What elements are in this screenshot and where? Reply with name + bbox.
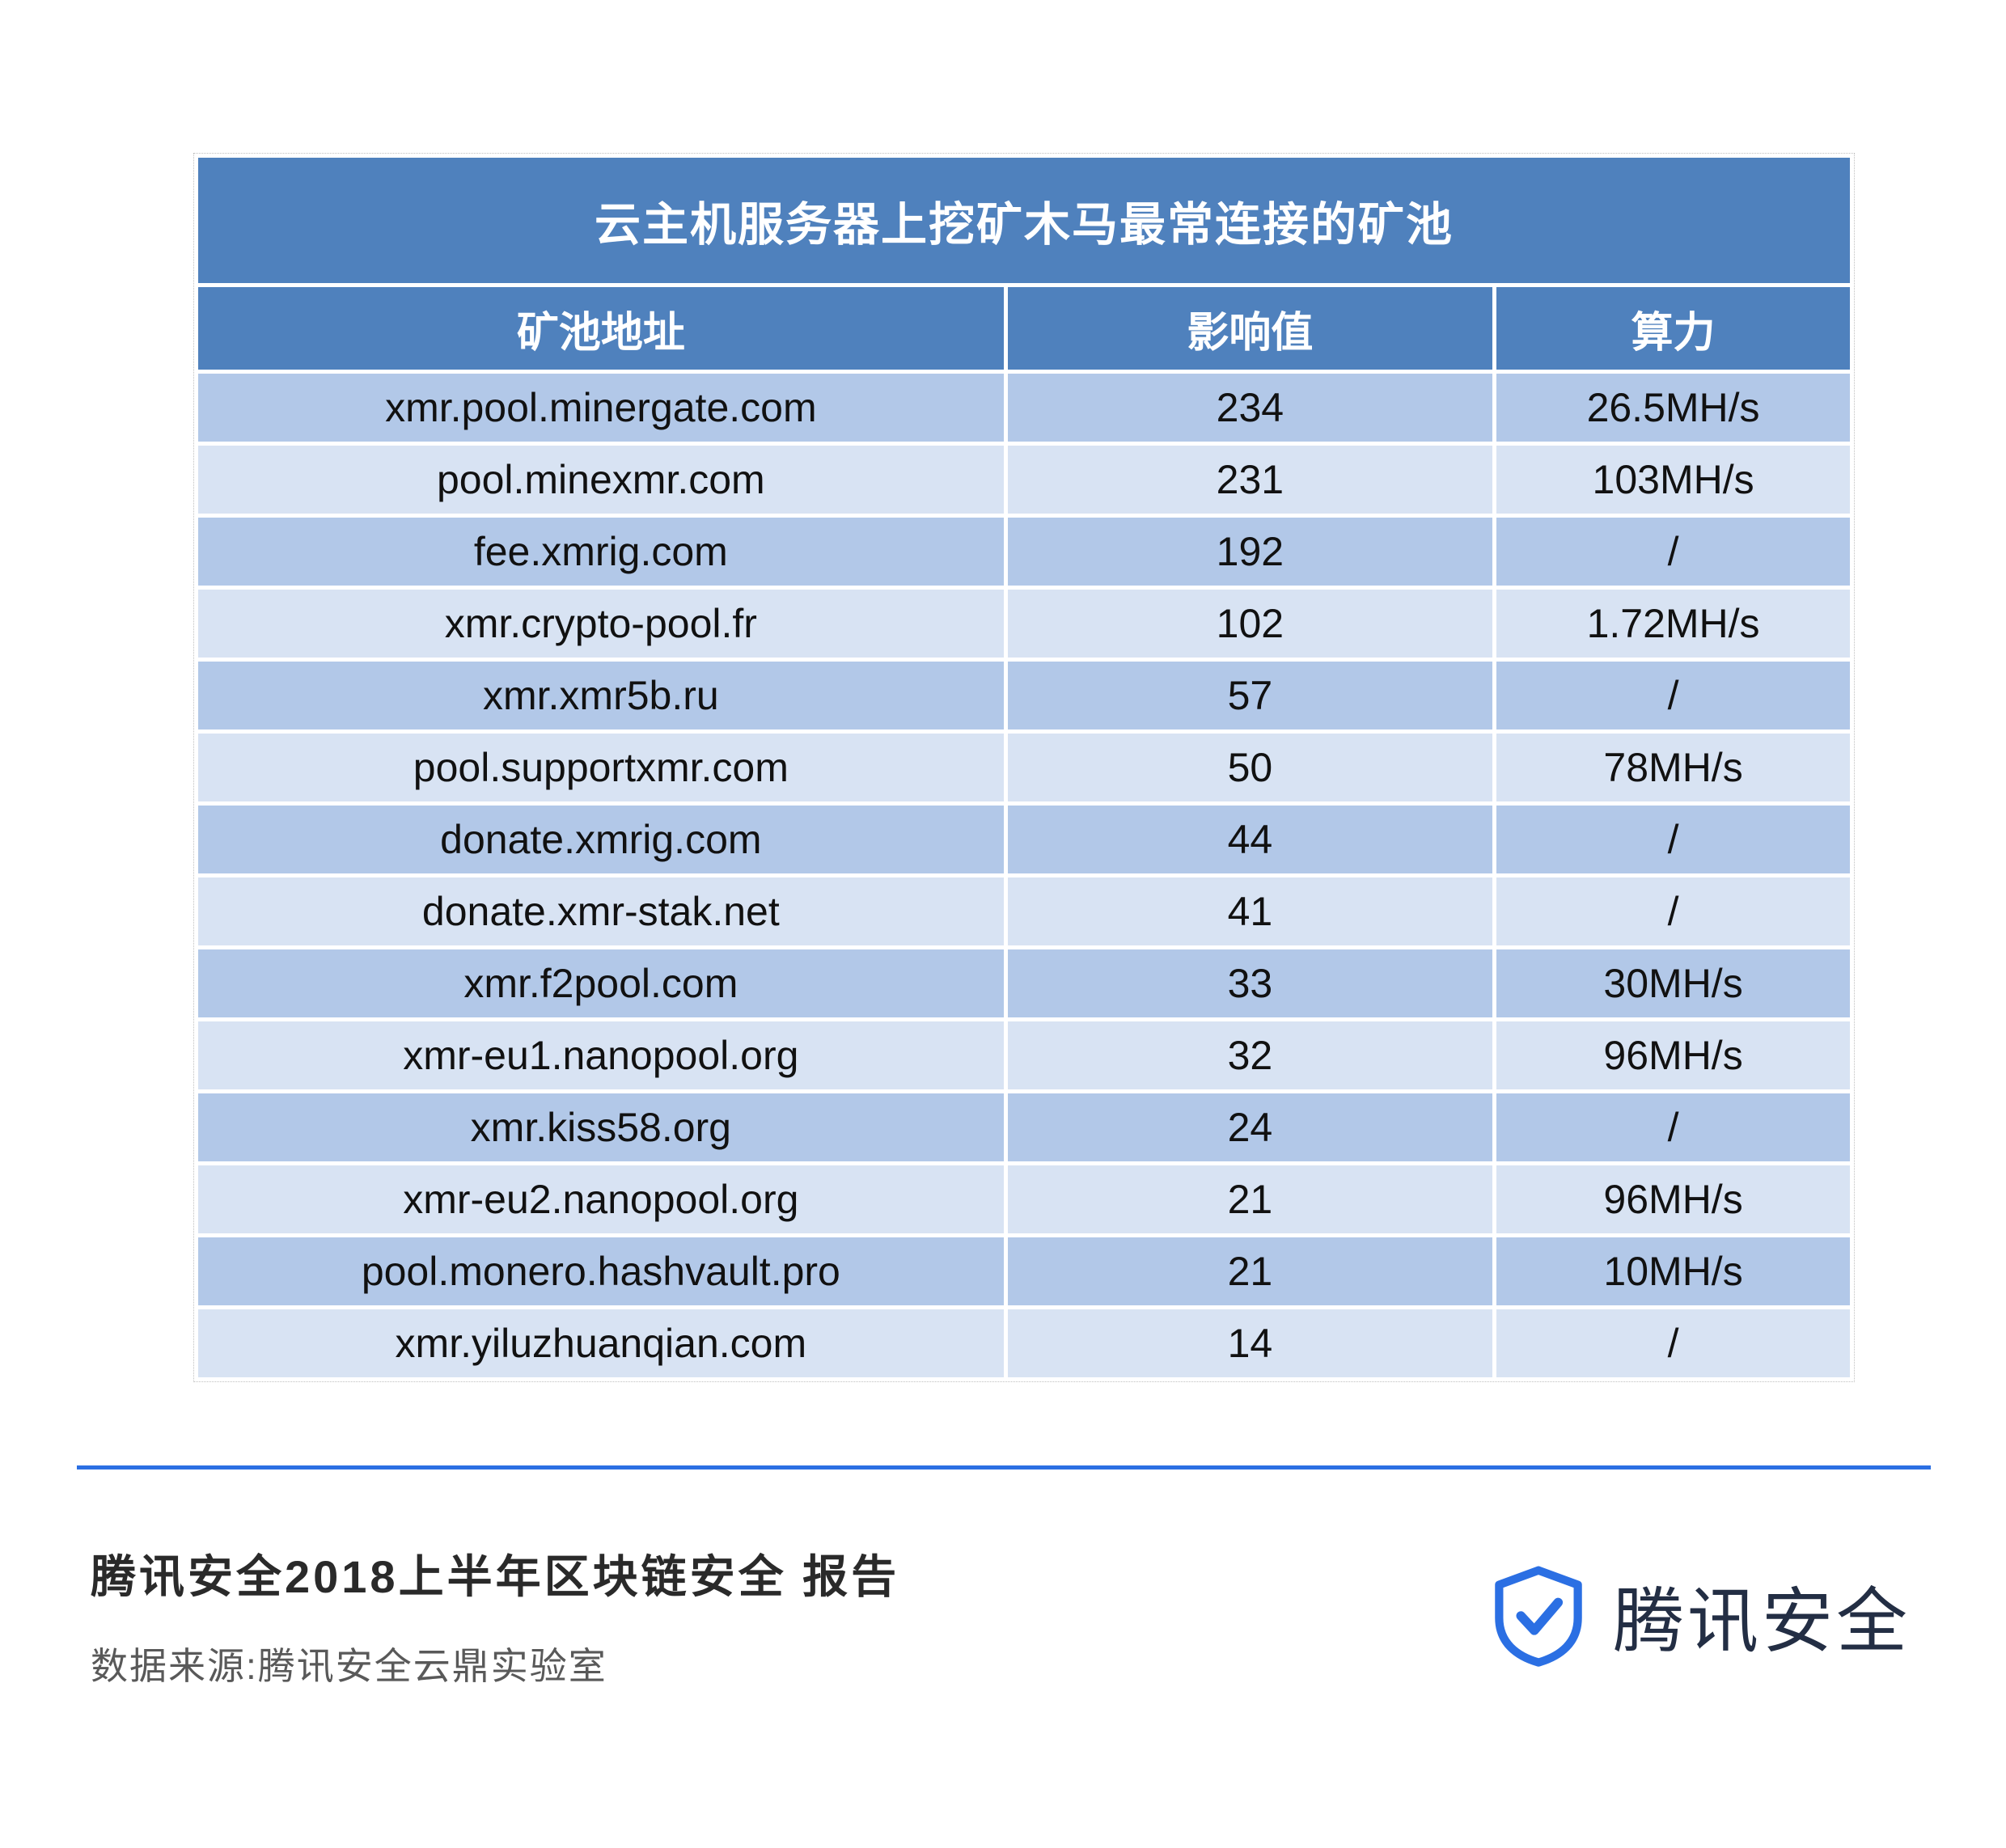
table-row: xmr.crypto-pool.fr 102 1.72MH/s bbox=[198, 590, 1850, 658]
column-header-impact-value: 影响值 bbox=[1007, 287, 1493, 370]
hashrate-cell: 26.5MH/s bbox=[1496, 374, 1850, 442]
table-title-row: 云主机服务器上挖矿木马最常连接的矿池 bbox=[198, 158, 1850, 283]
hashrate-cell: 10MH/s bbox=[1496, 1237, 1850, 1305]
tencent-security-logo: 腾讯安全 bbox=[1487, 1564, 1911, 1668]
table-row: donate.xmrig.com 44 / bbox=[198, 806, 1850, 873]
footer-text-block: 腾讯安全2018上半年区块链安全 报告 数据来源:腾讯安全云鼎实验室 bbox=[91, 1541, 899, 1690]
table-row: xmr.kiss58.org 24 / bbox=[198, 1093, 1850, 1161]
hashrate-cell: / bbox=[1496, 1093, 1850, 1161]
table-row: xmr.pool.minergate.com 234 26.5MH/s bbox=[198, 374, 1850, 442]
pool-address-cell: xmr-eu2.nanopool.org bbox=[198, 1165, 1004, 1233]
table-row: xmr.yiluzhuanqian.com 14 / bbox=[198, 1309, 1850, 1377]
footer-divider-line bbox=[77, 1465, 1931, 1470]
pool-address-cell: xmr.f2pool.com bbox=[198, 949, 1004, 1017]
table-row: xmr-eu1.nanopool.org 32 96MH/s bbox=[198, 1021, 1850, 1089]
pool-address-cell: xmr.kiss58.org bbox=[198, 1093, 1004, 1161]
table-row: xmr.xmr5b.ru 57 / bbox=[198, 662, 1850, 729]
impact-value-cell: 192 bbox=[1007, 518, 1493, 586]
pool-address-cell: xmr.crypto-pool.fr bbox=[198, 590, 1004, 658]
shield-check-icon bbox=[1495, 1566, 1582, 1667]
hashrate-cell: 30MH/s bbox=[1496, 949, 1850, 1017]
impact-value-cell: 102 bbox=[1007, 590, 1493, 658]
impact-value-cell: 231 bbox=[1007, 446, 1493, 514]
column-header-pool-address: 矿池地址 bbox=[198, 287, 1004, 370]
impact-value-cell: 14 bbox=[1007, 1309, 1493, 1377]
impact-value-cell: 21 bbox=[1007, 1165, 1493, 1233]
hashrate-cell: 96MH/s bbox=[1496, 1165, 1850, 1233]
hashrate-cell: 1.72MH/s bbox=[1496, 590, 1850, 658]
pool-table-body: xmr.pool.minergate.com 234 26.5MH/s pool… bbox=[198, 374, 1850, 1377]
table-row: xmr-eu2.nanopool.org 21 96MH/s bbox=[198, 1165, 1850, 1233]
data-source-label: 数据来源:腾讯安全云鼎实验室 bbox=[91, 1645, 607, 1687]
impact-value-cell: 41 bbox=[1007, 877, 1493, 945]
hashrate-cell: / bbox=[1496, 806, 1850, 873]
impact-value-cell: 32 bbox=[1007, 1021, 1493, 1089]
pool-address-cell: pool.supportxmr.com bbox=[198, 734, 1004, 801]
hashrate-cell: / bbox=[1496, 1309, 1850, 1377]
table-row: fee.xmrig.com 192 / bbox=[198, 518, 1850, 586]
pool-address-cell: fee.xmrig.com bbox=[198, 518, 1004, 586]
pool-address-cell: xmr.yiluzhuanqian.com bbox=[198, 1309, 1004, 1377]
impact-value-cell: 33 bbox=[1007, 949, 1493, 1017]
column-header-hashrate: 算力 bbox=[1496, 287, 1850, 370]
hashrate-cell: 103MH/s bbox=[1496, 446, 1850, 514]
table-row: donate.xmr-stak.net 41 / bbox=[198, 877, 1850, 945]
pool-address-cell: xmr.xmr5b.ru bbox=[198, 662, 1004, 729]
pool-address-cell: donate.xmrig.com bbox=[198, 806, 1004, 873]
mining-pool-table: 云主机服务器上挖矿木马最常连接的矿池 矿池地址 影响值 算力 xmr.pool.… bbox=[193, 153, 1855, 1382]
brand-name: 腾讯安全 bbox=[1612, 1581, 1911, 1661]
pool-address-cell: xmr.pool.minergate.com bbox=[198, 374, 1004, 442]
table-row: pool.minexmr.com 231 103MH/s bbox=[198, 446, 1850, 514]
pool-address-cell: pool.minexmr.com bbox=[198, 446, 1004, 514]
hashrate-cell: / bbox=[1496, 518, 1850, 586]
impact-value-cell: 44 bbox=[1007, 806, 1493, 873]
table-header-row: 矿池地址 影响值 算力 bbox=[198, 287, 1850, 370]
pool-address-cell: donate.xmr-stak.net bbox=[198, 877, 1004, 945]
table-row: pool.monero.hashvault.pro 21 10MH/s bbox=[198, 1237, 1850, 1305]
impact-value-cell: 24 bbox=[1007, 1093, 1493, 1161]
hashrate-cell: / bbox=[1496, 877, 1850, 945]
footer: 腾讯安全2018上半年区块链安全 报告 数据来源:腾讯安全云鼎实验室 腾讯安全 bbox=[91, 1541, 1919, 1690]
impact-value-cell: 234 bbox=[1007, 374, 1493, 442]
mining-pool-table-container: 云主机服务器上挖矿木马最常连接的矿池 矿池地址 影响值 算力 xmr.pool.… bbox=[193, 153, 1855, 1382]
impact-value-cell: 57 bbox=[1007, 662, 1493, 729]
table-row: xmr.f2pool.com 33 30MH/s bbox=[198, 949, 1850, 1017]
table-title: 云主机服务器上挖矿木马最常连接的矿池 bbox=[198, 158, 1850, 283]
hashrate-cell: / bbox=[1496, 662, 1850, 729]
hashrate-cell: 78MH/s bbox=[1496, 734, 1850, 801]
impact-value-cell: 50 bbox=[1007, 734, 1493, 801]
pool-address-cell: xmr-eu1.nanopool.org bbox=[198, 1021, 1004, 1089]
pool-address-cell: pool.monero.hashvault.pro bbox=[198, 1237, 1004, 1305]
table-row: pool.supportxmr.com 50 78MH/s bbox=[198, 734, 1850, 801]
impact-value-cell: 21 bbox=[1007, 1237, 1493, 1305]
report-title: 腾讯安全2018上半年区块链安全 报告 bbox=[91, 1551, 900, 1602]
hashrate-cell: 96MH/s bbox=[1496, 1021, 1850, 1089]
